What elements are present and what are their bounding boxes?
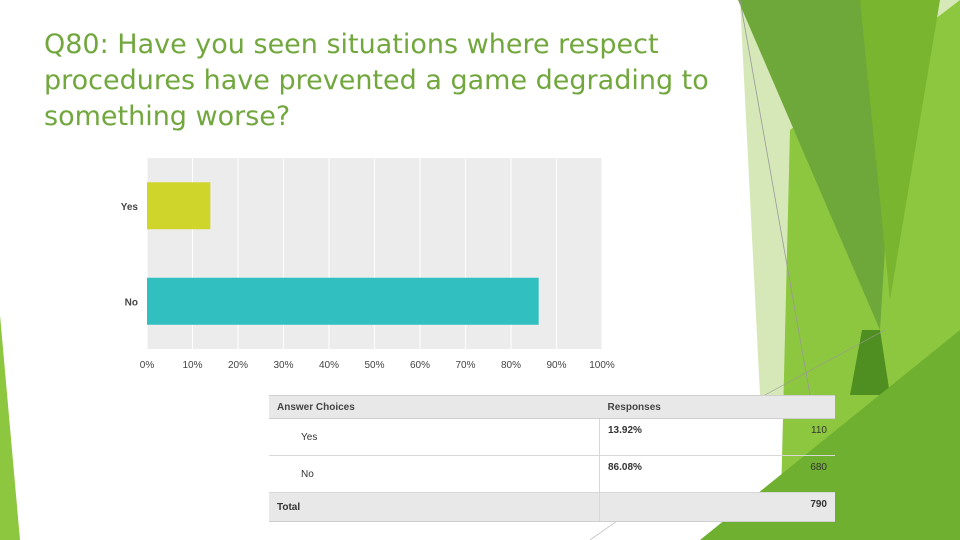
bright-green-strip xyxy=(860,0,940,300)
left-edge-triangle xyxy=(0,315,20,540)
table-total-row: Total 790 xyxy=(269,492,835,522)
x-tick-label: 50% xyxy=(364,360,384,371)
x-tick-label: 10% xyxy=(182,360,202,371)
responses-table: Answer Choices Responses Yes 13.92% 110 … xyxy=(269,395,835,522)
category-label: No xyxy=(125,297,138,308)
x-tick-label: 30% xyxy=(273,360,293,371)
mid-green-facet xyxy=(738,0,900,330)
percent-cell: 86.08% xyxy=(599,455,760,493)
header-responses: Responses xyxy=(599,395,760,419)
count-cell: 110 xyxy=(759,418,835,456)
count-cell: 680 xyxy=(759,455,835,493)
header-answer-choices: Answer Choices xyxy=(269,395,600,419)
percent-cell: 13.92% xyxy=(599,418,760,456)
bar xyxy=(147,182,211,230)
dark-green-facet xyxy=(850,330,890,395)
x-tick-label: 20% xyxy=(228,360,248,371)
x-tick-label: 70% xyxy=(455,360,475,371)
table-row: No 86.08% 680 xyxy=(269,455,835,493)
total-empty-cell xyxy=(599,492,760,522)
x-tick-label: 40% xyxy=(319,360,339,371)
header-count xyxy=(759,395,835,419)
choice-cell: No xyxy=(269,455,600,493)
choice-cell: Yes xyxy=(269,418,600,456)
table-row: Yes 13.92% 110 xyxy=(269,418,835,456)
x-tick-label: 100% xyxy=(589,360,615,371)
x-tick-label: 0% xyxy=(140,360,155,371)
total-label: Total xyxy=(269,492,600,522)
thin-divider-line-2 xyxy=(764,329,886,396)
thin-divider-line xyxy=(739,0,811,396)
x-tick-label: 80% xyxy=(501,360,521,371)
total-value: 790 xyxy=(759,492,835,522)
slide-title: Q80: Have you seen situations where resp… xyxy=(44,29,709,132)
x-tick-label: 60% xyxy=(410,360,430,371)
category-label: Yes xyxy=(121,202,139,213)
bar-chart: 0% 10% 20% 30% 40% 50% 60% 70% 80% 90% 100% Yes No xyxy=(121,158,615,371)
x-tick-label: 90% xyxy=(546,360,566,371)
bar xyxy=(147,277,539,325)
table-header-row: Answer Choices Responses xyxy=(269,395,835,419)
